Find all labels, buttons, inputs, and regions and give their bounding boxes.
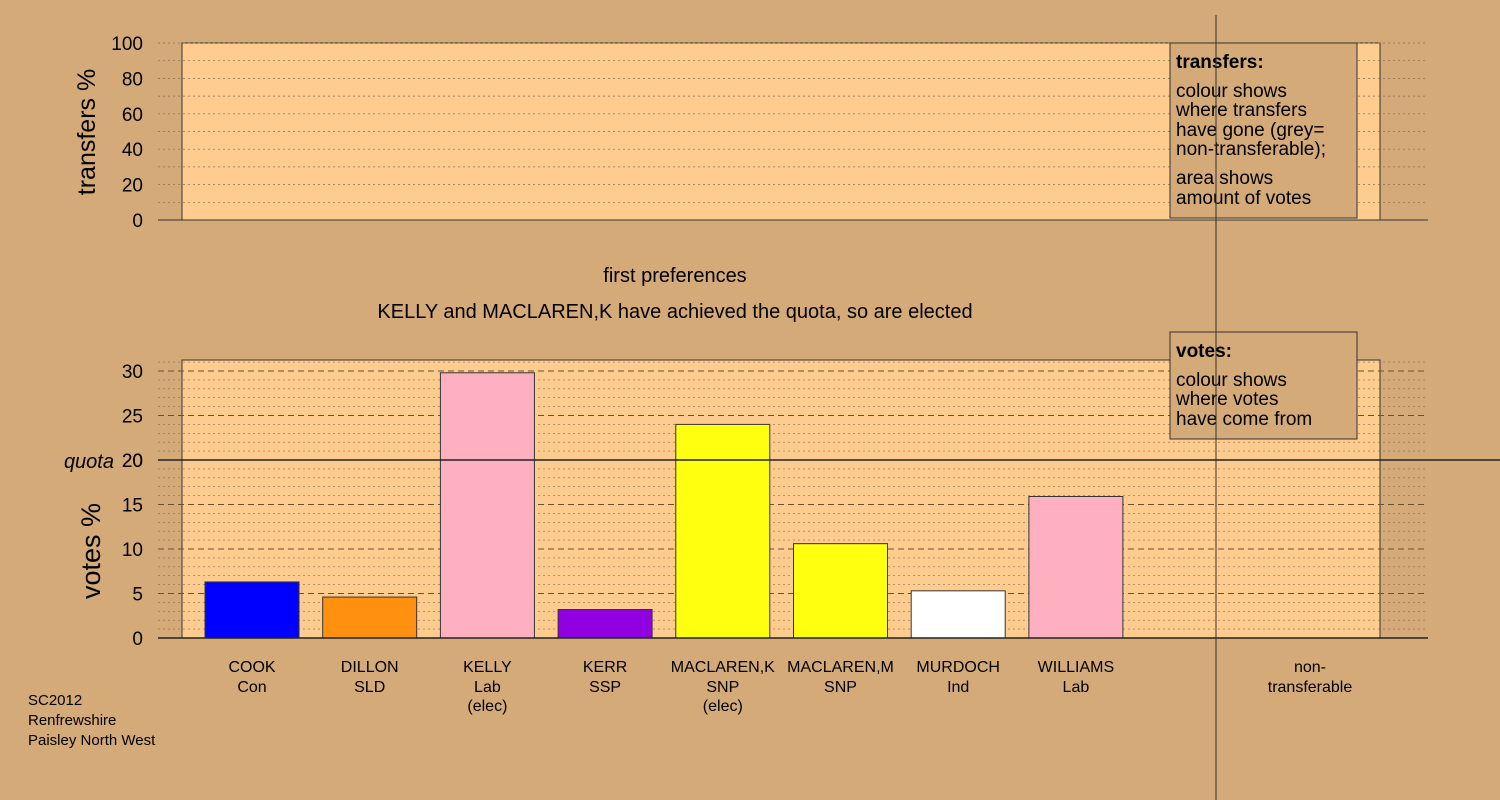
transfers-gridlines <box>158 42 1428 203</box>
candidate-labels: COOK Con DILLON SLD KELLY Lab (elec) KERR SSP MAC… <box>228 659 1114 715</box>
candidate-party-label: Con <box>237 679 266 696</box>
votes-legend-line: where votes <box>1175 389 1278 410</box>
footer-council: Renfrewshire <box>28 712 116 729</box>
vote-bar <box>557 609 653 639</box>
transfers-legend-line: amount of votes <box>1176 188 1311 209</box>
votes-legend-line: have come from <box>1176 409 1312 430</box>
candidate-name-label: KELLY <box>463 659 512 676</box>
candidate-name-label: MURDOCH <box>916 659 1000 676</box>
votes-y-tick-label: 20 <box>122 451 143 472</box>
transfers-legend: transfers: colour shows where transfers … <box>1169 42 1358 219</box>
candidate-status-label: (elec) <box>467 698 507 715</box>
votes-y-tick-label: 30 <box>122 362 143 383</box>
nontransferable-label: non- <box>1294 659 1326 676</box>
vote-bar <box>322 596 418 639</box>
footer-ward: Paisley North West <box>28 732 156 749</box>
candidate-party-label: SLD <box>354 679 385 696</box>
votes-y-tick-label: 10 <box>122 540 143 561</box>
stage-title: first preferences <box>603 265 746 287</box>
votes-legend: votes: colour shows where votes have com… <box>1169 331 1358 440</box>
transfers-legend-line: where transfers <box>1175 100 1307 121</box>
vote-bar <box>439 372 535 639</box>
votes-y-tick-label: 20 <box>122 451 143 472</box>
nontransferable-label: transferable <box>1268 679 1353 696</box>
transfers-y-tick-label: 0 <box>132 211 143 232</box>
transfers-legend-title: transfers: <box>1176 52 1264 73</box>
transfers-legend-box <box>1169 42 1358 219</box>
vote-bar <box>793 543 888 639</box>
vote-bar <box>910 590 1006 639</box>
candidate-party-label: SNP <box>706 679 739 696</box>
footer: SC2012 Renfrewshire Paisley North West <box>28 692 156 749</box>
candidate-party-label: SNP <box>824 679 857 696</box>
votes-legend-box <box>1169 331 1358 440</box>
transfers-y-tick-label: 80 <box>122 69 143 90</box>
votes-y-tick-label: 15 <box>122 496 143 517</box>
votes-y-axis-label: votes % <box>76 503 106 599</box>
candidate-party-label: Ind <box>947 679 969 696</box>
candidate-name-label: COOK <box>228 659 275 676</box>
votes-legend-title: votes: <box>1176 341 1232 362</box>
quota-label: quota <box>64 451 114 473</box>
candidate-party-label: SSP <box>589 679 621 696</box>
vote-bar <box>1028 495 1124 639</box>
transfers-legend-line: have gone (grey= <box>1176 120 1324 141</box>
votes-y-tick-label: 25 <box>122 407 143 428</box>
footer-election: SC2012 <box>28 692 82 709</box>
votes-legend-line: colour shows <box>1176 370 1287 391</box>
candidate-party-label: Lab <box>1063 679 1090 696</box>
candidate-name-label: DILLON <box>341 659 399 676</box>
candidate-name-label: MACLAREN,M <box>787 659 894 676</box>
transfers-y-tick-label: 40 <box>122 140 143 161</box>
transfers-y-axis-label: transfers % <box>73 69 101 195</box>
candidate-name-label: KERR <box>583 659 627 676</box>
transfers-y-ticks: 0 20 40 60 80 100 <box>111 34 143 232</box>
transfers-y-tick-label: 20 <box>122 176 143 197</box>
vote-bar <box>204 581 300 639</box>
votes-y-tick-label: 5 <box>132 585 143 606</box>
vote-bar <box>675 423 771 639</box>
transfers-legend-line: area shows <box>1176 168 1273 189</box>
votes-y-tick-label: 0 <box>132 629 143 650</box>
transfers-panel: 0 20 40 60 80 100 transfers % transfers: colo… <box>73 34 1428 232</box>
stage-note: KELLY and MACLAREN,K have achieved the q… <box>377 301 972 323</box>
candidate-party-label: Lab <box>474 679 501 696</box>
candidate-name-label: WILLIAMS <box>1038 659 1114 676</box>
candidate-status-label: (elec) <box>703 698 743 715</box>
transfers-legend-line: non-transferable); <box>1176 139 1326 160</box>
candidate-name-label: MACLAREN,K <box>671 659 775 676</box>
transfers-y-tick-label: 60 <box>122 105 143 126</box>
transfers-legend-line: colour shows <box>1176 81 1287 102</box>
transfers-y-tick-label: 100 <box>111 34 143 55</box>
